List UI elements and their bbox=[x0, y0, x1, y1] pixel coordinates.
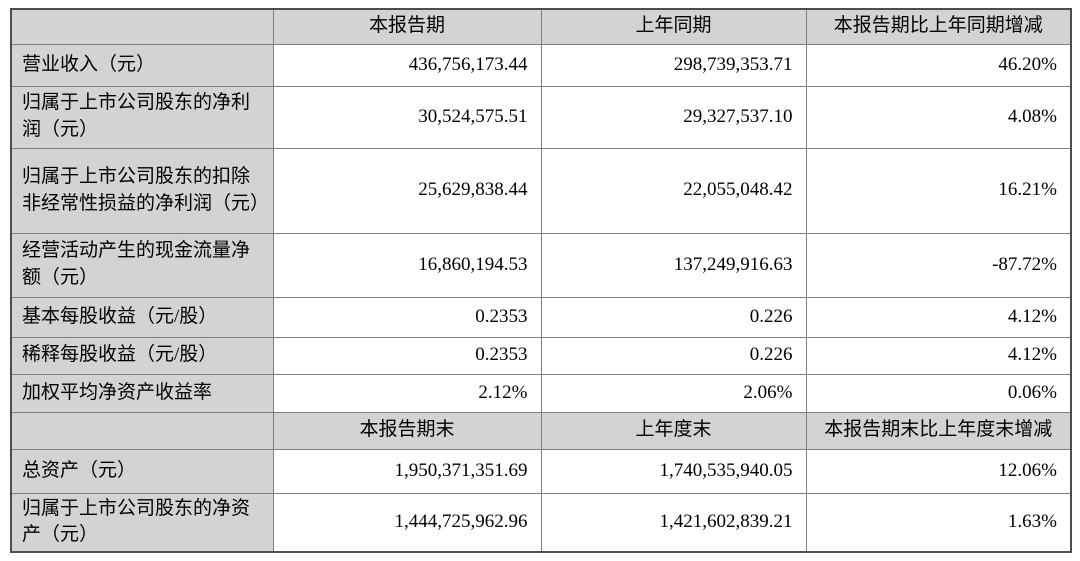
row-label: 基本每股收益（元/股） bbox=[10, 296, 274, 338]
row-label: 归属于上市公司股东的扣除非经常性损益的净利润（元） bbox=[10, 147, 274, 234]
value-prior-period: 137,249,916.63 bbox=[540, 232, 807, 298]
row-label: 归属于上市公司股东的净资产（元） bbox=[10, 492, 274, 553]
value-current-period: 25,629,838.44 bbox=[272, 147, 542, 234]
period-end-header-row: 本报告期末 上年度末 本报告期末比上年度末增减 bbox=[10, 411, 1072, 450]
period-end-change-header: 本报告期末比上年度末增减 bbox=[805, 411, 1072, 450]
table-row: 营业收入（元） 436,756,173.44 298,739,353.71 46… bbox=[10, 43, 1072, 87]
table-row: 归属于上市公司股东的净资产（元） 1,444,725,962.96 1,421,… bbox=[10, 492, 1072, 553]
table-row: 归属于上市公司股东的扣除非经常性损益的净利润（元） 25,629,838.44 … bbox=[10, 147, 1072, 234]
value-current-period: 2.12% bbox=[272, 373, 542, 413]
value-change: -87.72% bbox=[805, 232, 1072, 298]
value-change: 16.21% bbox=[805, 147, 1072, 234]
table-row: 归属于上市公司股东的净利润（元） 30,524,575.51 29,327,53… bbox=[10, 85, 1072, 149]
value-current-period: 0.2353 bbox=[272, 296, 542, 338]
row-label: 总资产（元） bbox=[10, 448, 274, 494]
current-period-header: 本报告期 bbox=[272, 8, 542, 45]
value-change: 4.12% bbox=[805, 296, 1072, 338]
value-prior-period: 298,739,353.71 bbox=[540, 43, 807, 87]
table-row: 加权平均净资产收益率 2.12% 2.06% 0.06% bbox=[10, 373, 1072, 413]
value-change: 46.20% bbox=[805, 43, 1072, 87]
period-header-row: 本报告期 上年同期 本报告期比上年同期增减 bbox=[10, 8, 1072, 45]
row-label: 归属于上市公司股东的净利润（元） bbox=[10, 85, 274, 149]
value-current-period: 1,444,725,962.96 bbox=[272, 492, 542, 553]
row-label: 营业收入（元） bbox=[10, 43, 274, 87]
value-change: 4.12% bbox=[805, 336, 1072, 375]
value-current-period: 30,524,575.51 bbox=[272, 85, 542, 149]
row-label: 加权平均净资产收益率 bbox=[10, 373, 274, 413]
value-prior-period: 0.226 bbox=[540, 296, 807, 338]
row-label: 经营活动产生的现金流量净额（元） bbox=[10, 232, 274, 298]
value-change: 1.63% bbox=[805, 492, 1072, 553]
value-change: 0.06% bbox=[805, 373, 1072, 413]
financial-summary-table: 本报告期 上年同期 本报告期比上年同期增减 营业收入（元） 436,756,17… bbox=[10, 8, 1072, 554]
value-change: 12.06% bbox=[805, 448, 1072, 494]
row-label: 稀释每股收益（元/股） bbox=[10, 336, 274, 375]
period-change-header: 本报告期比上年同期增减 bbox=[805, 8, 1072, 45]
value-prior-period: 22,055,048.42 bbox=[540, 147, 807, 234]
prior-year-end-header: 上年度末 bbox=[540, 411, 807, 450]
value-current-period: 1,950,371,351.69 bbox=[272, 448, 542, 494]
value-prior-period: 2.06% bbox=[540, 373, 807, 413]
value-current-period: 436,756,173.44 bbox=[272, 43, 542, 87]
table-row: 稀释每股收益（元/股） 0.2353 0.226 4.12% bbox=[10, 336, 1072, 375]
table-row: 基本每股收益（元/股） 0.2353 0.226 4.12% bbox=[10, 296, 1072, 338]
period-end-header: 本报告期末 bbox=[272, 411, 542, 450]
value-current-period: 16,860,194.53 bbox=[272, 232, 542, 298]
table-row: 总资产（元） 1,950,371,351.69 1,740,535,940.05… bbox=[10, 448, 1072, 494]
empty-header-cell bbox=[10, 8, 274, 45]
value-change: 4.08% bbox=[805, 85, 1072, 149]
table-row: 经营活动产生的现金流量净额（元） 16,860,194.53 137,249,9… bbox=[10, 232, 1072, 298]
empty-header-cell bbox=[10, 411, 274, 450]
value-prior-period: 0.226 bbox=[540, 336, 807, 375]
value-prior-period: 29,327,537.10 bbox=[540, 85, 807, 149]
prior-period-header: 上年同期 bbox=[540, 8, 807, 45]
value-current-period: 0.2353 bbox=[272, 336, 542, 375]
value-prior-period: 1,740,535,940.05 bbox=[540, 448, 807, 494]
value-prior-period: 1,421,602,839.21 bbox=[540, 492, 807, 553]
